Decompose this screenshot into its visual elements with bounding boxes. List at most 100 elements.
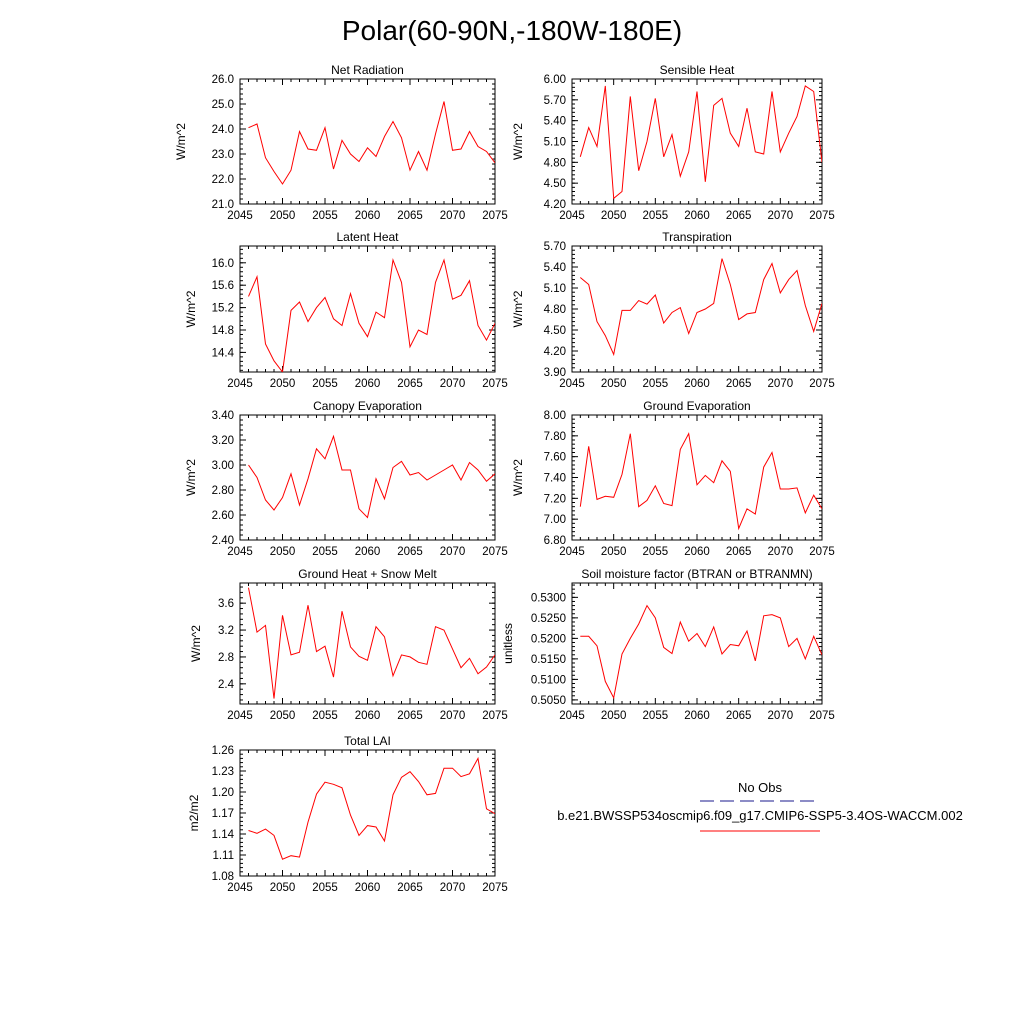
series-line-ground-heat-snow-melt: [248, 587, 495, 699]
panel-sensible-heat: Sensible Heat 2045 2050 2055 2060 2065 2070 207…: [511, 63, 835, 222]
x-tick-label: 2070: [440, 710, 466, 722]
x-tick-label: 2060: [684, 210, 710, 222]
x-tick-label: 2070: [440, 378, 466, 390]
main-title: Polar(60-90N,-180W-180E): [342, 15, 682, 46]
x-tick-label: 2075: [809, 378, 835, 390]
y-tick-label: 1.14: [212, 829, 235, 841]
x-tick-label: 2065: [397, 882, 423, 894]
x-tick-label: 2070: [440, 882, 466, 894]
y-tick-label: 2.8: [218, 652, 234, 664]
y-tick-label: 23.0: [212, 149, 234, 161]
x-tick-label: 2055: [312, 546, 338, 558]
x-tick-label: 2045: [227, 882, 253, 894]
y-tick-label: 6.80: [544, 535, 566, 547]
y-tick-label: 0.5300: [531, 592, 566, 604]
y-axis-label-transpiration: W/m^2: [511, 290, 525, 327]
y-axis-label-ground-heat-snow-melt: W/m^2: [189, 625, 203, 662]
x-tick-label: 2075: [482, 882, 508, 894]
x-tick-label: 2065: [726, 546, 752, 558]
x-tick-label: 2070: [440, 210, 466, 222]
x-tick-label: 2065: [726, 378, 752, 390]
y-tick-label: 5.40: [544, 116, 566, 128]
panel-title-net-radiation: Net Radiation: [331, 63, 404, 77]
series-line-soil-moisture-factor-btran-or-btranmn: [580, 604, 822, 700]
y-tick-label: 2.80: [212, 485, 234, 497]
x-tick-label: 2075: [482, 546, 508, 558]
series-line-transpiration: [579, 258, 822, 357]
y-tick-label: 7.20: [544, 493, 566, 505]
x-tick-label: 2045: [227, 210, 253, 222]
panel-title-ground-evaporation: Ground Evaporation: [643, 399, 750, 413]
y-tick-label: 4.50: [544, 325, 566, 337]
y-axis-label-net-radiation: W/m^2: [174, 123, 188, 160]
y-tick-label: 4.80: [544, 157, 566, 169]
y-tick-label: 3.00: [212, 460, 234, 472]
x-tick-label: 2055: [643, 710, 669, 722]
x-tick-label: 2055: [312, 882, 338, 894]
plot-frame-ground-evaporation: [571, 414, 823, 541]
x-tick-label: 2045: [559, 378, 585, 390]
panel-transpiration: Transpiration 2045 2050 2055 2060 2065 2070 207…: [511, 230, 835, 390]
x-tick-label: 2050: [270, 546, 296, 558]
x-tick-label: 2060: [355, 882, 381, 894]
plot-frame-soil-moisture-factor-btran-or-btranmn: [571, 582, 823, 705]
y-tick-label: 3.2: [218, 625, 234, 637]
x-tick-label: 2050: [601, 710, 627, 722]
y-tick-label: 3.20: [212, 435, 234, 447]
y-axis-label-soil-moisture-factor-btran-or-btranmn: unitless: [501, 623, 515, 664]
y-tick-label: 3.6: [218, 598, 234, 610]
y-tick-label: 4.20: [544, 199, 566, 211]
series-line-sensible-heat: [579, 85, 822, 200]
series-line-canopy-evaporation: [248, 434, 495, 519]
panel-title-transpiration: Transpiration: [662, 230, 732, 244]
x-tick-label: 2065: [397, 378, 423, 390]
panel-latent-heat: Latent Heat 2045 2050 2055 2060 2065 2070 2075 1…: [184, 230, 508, 390]
y-tick-label: 5.10: [544, 137, 566, 149]
x-tick-label: 2065: [397, 546, 423, 558]
x-tick-label: 2050: [601, 546, 627, 558]
y-tick-label: 5.70: [544, 241, 566, 253]
panels: Net Radiation 2045 2050 2055 2060 2065 2070 207…: [174, 63, 835, 894]
x-tick-label: 2055: [312, 378, 338, 390]
x-tick-label: 2075: [482, 710, 508, 722]
panel-soil-moisture-factor-btran-or-btranmn: Soil moisture factor (BTRAN or BTRANMN) 2…: [501, 567, 835, 722]
x-tick-label: 2065: [726, 710, 752, 722]
y-axis-label-latent-heat: W/m^2: [184, 290, 198, 327]
y-tick-label: 1.26: [212, 745, 234, 757]
x-tick-label: 2045: [559, 710, 585, 722]
y-tick-label: 3.90: [544, 367, 566, 379]
x-tick-label: 2065: [397, 210, 423, 222]
x-tick-label: 2070: [768, 710, 794, 722]
y-tick-label: 6.00: [544, 74, 566, 86]
x-tick-label: 2075: [482, 378, 508, 390]
y-tick-label: 0.5100: [531, 674, 566, 686]
x-tick-label: 2045: [227, 546, 253, 558]
panel-title-canopy-evaporation: Canopy Evaporation: [313, 399, 422, 413]
y-axis-label-sensible-heat: W/m^2: [511, 123, 525, 160]
x-tick-label: 2055: [643, 378, 669, 390]
series-line-total-lai: [248, 756, 495, 860]
x-tick-label: 2075: [809, 710, 835, 722]
y-tick-label: 4.80: [544, 304, 566, 316]
x-tick-label: 2065: [397, 710, 423, 722]
y-tick-label: 2.40: [212, 535, 234, 547]
y-tick-label: 7.00: [544, 514, 566, 526]
panel-title-sensible-heat: Sensible Heat: [660, 63, 735, 77]
x-tick-label: 2065: [726, 210, 752, 222]
x-tick-label: 2050: [601, 378, 627, 390]
y-axis-label-total-lai: m2/m2: [187, 794, 201, 831]
y-tick-label: 0.5250: [531, 613, 566, 625]
x-tick-label: 2075: [809, 546, 835, 558]
x-tick-label: 2075: [809, 210, 835, 222]
x-tick-label: 2060: [355, 210, 381, 222]
y-tick-label: 26.0: [212, 74, 234, 86]
panel-ground-evaporation: Ground Evaporation 2045 2050 2055 2060 2065 20…: [511, 399, 835, 558]
x-tick-label: 2055: [643, 210, 669, 222]
y-axis-label-ground-evaporation: W/m^2: [511, 459, 525, 496]
series-line-net-radiation: [248, 101, 495, 185]
x-tick-label: 2070: [768, 546, 794, 558]
panel-net-radiation: Net Radiation 2045 2050 2055 2060 2065 2070 207…: [174, 63, 508, 222]
y-tick-label: 5.40: [544, 262, 566, 274]
x-tick-label: 2070: [440, 546, 466, 558]
y-tick-label: 5.70: [544, 95, 566, 107]
